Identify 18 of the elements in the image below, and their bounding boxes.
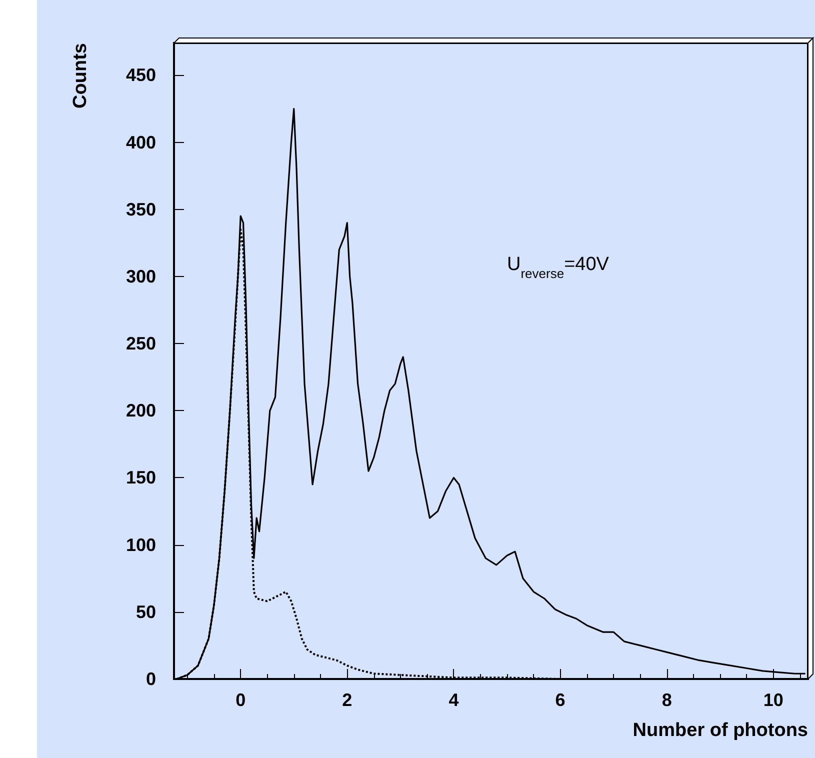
x-tick-label: 0 bbox=[236, 690, 246, 710]
x-tick-label: 2 bbox=[342, 690, 352, 710]
y-tick-label: 200 bbox=[126, 400, 156, 421]
x-axis-title: Number of photons bbox=[632, 720, 808, 741]
x-tick-label: 8 bbox=[662, 690, 672, 710]
y-tick-label: 300 bbox=[126, 266, 156, 286]
x-tick-label: 4 bbox=[448, 690, 459, 710]
y-tick-label: 0 bbox=[146, 669, 156, 689]
y-tick-label: 250 bbox=[126, 334, 156, 354]
y-tick-label: 50 bbox=[136, 602, 156, 622]
y-tick-label: 450 bbox=[126, 65, 156, 86]
y-tick-label: 400 bbox=[126, 132, 156, 152]
y-tick-label: 100 bbox=[126, 534, 156, 555]
y-tick-label: 150 bbox=[126, 468, 156, 488]
x-tick-label: 10 bbox=[763, 690, 784, 710]
y-axis-title: Counts bbox=[70, 43, 91, 108]
x-tick-label: 6 bbox=[555, 690, 566, 710]
y-tick-label: 350 bbox=[126, 199, 156, 220]
